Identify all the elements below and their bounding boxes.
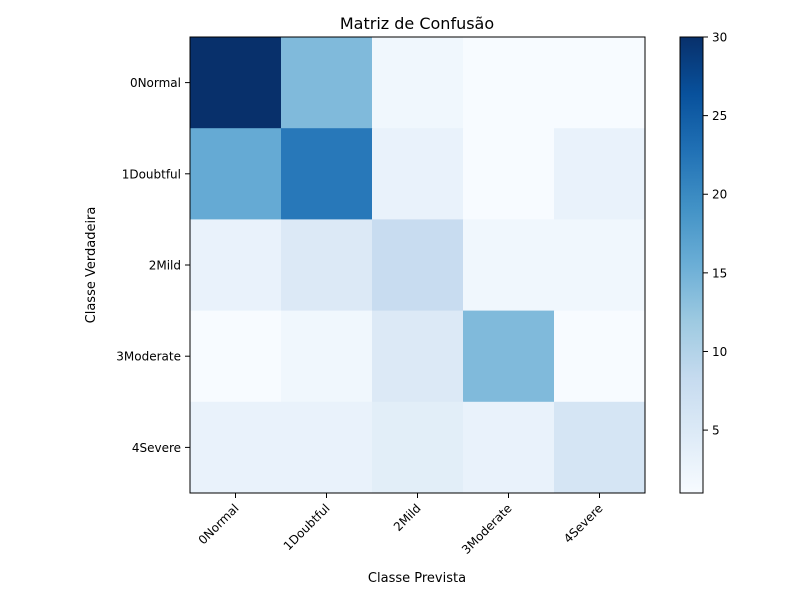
y-tick-label: 4Severe (132, 441, 181, 455)
heatmap-cell-r1-c3 (463, 128, 555, 220)
heatmap-cell-r3-c4 (554, 310, 646, 403)
colorbar-tick-label: 20 (712, 188, 727, 202)
colorbar-ticks: 5 10 15 20 25 30 (703, 31, 727, 438)
heatmap-cell-r2-c1 (281, 219, 373, 312)
colorbar-tick-label: 10 (712, 345, 727, 359)
heatmap-cell-r4-c3 (463, 401, 555, 494)
y-tick-label: 2Mild (149, 259, 181, 273)
y-tick-label: 3Moderate (116, 350, 181, 364)
heatmap-cell-r2-c3 (463, 219, 555, 312)
heatmap-cell-r0-c2 (372, 37, 464, 129)
y-tick-label: 1Doubtful (122, 167, 181, 181)
colorbar-tick-label: 30 (712, 31, 727, 45)
heatmap-cell-r4-c2 (372, 401, 464, 494)
x-axis-label: Classe Prevista (368, 571, 466, 586)
x-tick-label: 3Moderate (459, 501, 515, 557)
heatmap-cell-r0-c3 (463, 37, 555, 129)
heatmap-cell-r3-c3 (463, 310, 555, 403)
colorbar-tick-label: 15 (712, 266, 727, 280)
colorbar-tick-label: 5 (712, 424, 720, 438)
y-tick-label: 0Normal (130, 76, 181, 90)
colorbar-tick-label: 25 (712, 109, 727, 123)
heatmap-cells (190, 37, 646, 494)
heatmap-cell-r3-c0 (190, 310, 282, 403)
heatmap-cell-r1-c1 (281, 128, 373, 220)
x-tick-label: 2Mild (391, 501, 424, 534)
x-tick-label: 4Severe (561, 501, 606, 546)
heatmap-cell-r3-c1 (281, 310, 373, 403)
y-axis-ticks: 0Normal 1Doubtful 2Mild 3Moderate 4Severe (116, 76, 190, 455)
heatmap-cell-r3-c2 (372, 310, 464, 403)
heatmap-cell-r0-c4 (554, 37, 646, 129)
heatmap-cell-r1-c2 (372, 128, 464, 220)
chart-title: Matriz de Confusão (340, 14, 494, 33)
x-tick-label: 1Doubtful (281, 501, 333, 553)
heatmap-cell-r2-c0 (190, 219, 282, 312)
heatmap-cell-r2-c2 (372, 219, 464, 312)
heatmap-cell-r0-c0 (190, 37, 282, 129)
heatmap-cell-r1-c0 (190, 128, 282, 220)
heatmap-cell-r2-c4 (554, 219, 646, 312)
y-axis-label: Classe Verdadeira (84, 207, 99, 324)
colorbar (679, 36, 704, 494)
x-tick-label: 0Normal (196, 501, 242, 547)
heatmap-cell-r4-c0 (190, 401, 282, 494)
heatmap-cell-r4-c1 (281, 401, 373, 494)
x-axis-ticks: 0Normal 1Doubtful 2Mild 3Moderate 4Severe (196, 493, 606, 557)
heatmap-cell-r4-c4 (554, 401, 646, 494)
heatmap-cell-r0-c1 (281, 37, 373, 129)
heatmap-cell-r1-c4 (554, 128, 646, 220)
